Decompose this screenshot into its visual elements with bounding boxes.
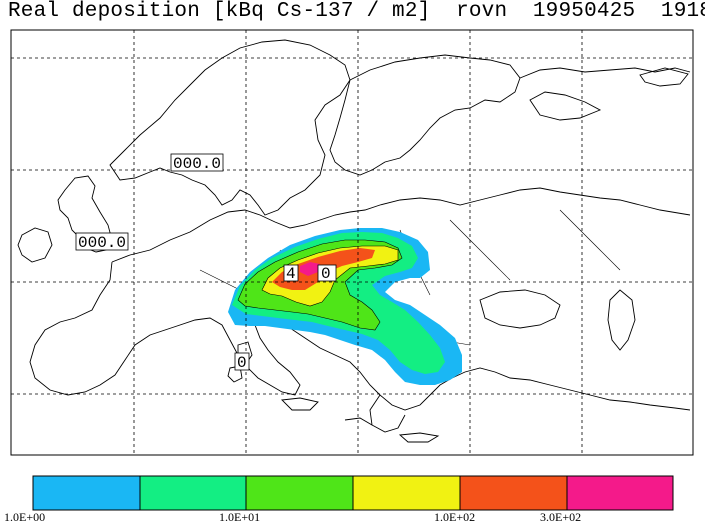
legend-swatch-3 (245, 475, 354, 511)
legend-swatch-4 (352, 475, 461, 511)
legend-swatch-1 (32, 475, 141, 511)
legend-label-4: 3.0E+02 (540, 510, 582, 524)
legend-label-3: 1.0E+02 (434, 510, 476, 524)
legend-swatch-2 (139, 475, 247, 511)
map-label-5: 0 (237, 354, 247, 372)
legend-bar (32, 475, 674, 511)
map-label-4: 0 (321, 265, 331, 283)
map-title: Real deposition [kBq Cs-137 / m2] rovn 1… (8, 0, 705, 23)
map-labels: 000.0 000.0 4 0 0 (75, 153, 337, 372)
legend-label-1: 1.0E+00 (4, 510, 46, 524)
plume-level6 (300, 262, 320, 276)
map-label-2: 000.0 (78, 234, 126, 252)
legend-swatch-6 (566, 475, 674, 511)
legend-label-2: 1.0E+01 (219, 510, 261, 524)
map-label-3: 4 (286, 265, 296, 283)
map-label-1: 000.0 (173, 155, 221, 173)
grid-lines (11, 30, 693, 455)
legend-swatch-5 (459, 475, 568, 511)
